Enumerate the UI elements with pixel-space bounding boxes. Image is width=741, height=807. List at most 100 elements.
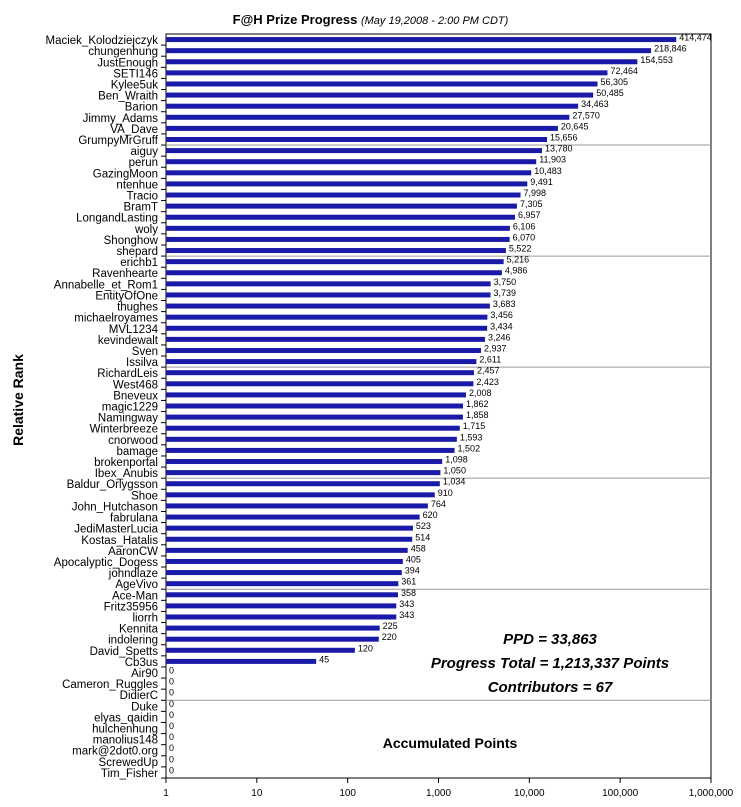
bar — [166, 614, 397, 620]
bar — [166, 303, 490, 309]
value-label: 0 — [169, 743, 174, 753]
category-label: MVL1234 — [109, 324, 159, 336]
category-label: Kennita — [119, 624, 159, 636]
bar — [166, 270, 502, 276]
contributors-stat: Contributors = 67 — [487, 679, 613, 696]
value-label: 50,485 — [596, 88, 624, 98]
category-label: Annabelle_et_Rom1 — [54, 279, 158, 291]
category-label: ntenhue — [116, 179, 158, 191]
bar — [166, 81, 598, 87]
value-label: 414,474 — [679, 33, 712, 43]
value-label: 3,434 — [490, 321, 513, 331]
value-label: 0 — [169, 710, 174, 720]
category-label: Ace-Man — [112, 590, 158, 602]
value-label: 343 — [399, 610, 414, 620]
bar — [166, 359, 477, 365]
value-label: 0 — [169, 721, 174, 731]
category-label: Ravenhearte — [92, 268, 158, 280]
bar — [166, 114, 570, 120]
bar — [166, 459, 443, 465]
bar — [166, 203, 517, 209]
bar — [166, 436, 457, 442]
value-label: 3,750 — [494, 277, 517, 287]
category-label: cnorwood — [108, 435, 158, 447]
category-label: Barion — [125, 102, 158, 114]
bar — [166, 347, 482, 353]
bar — [166, 392, 467, 398]
category-label: Namingway — [98, 413, 158, 425]
value-label: 45 — [319, 654, 329, 664]
category-label: JustEnough — [97, 57, 158, 69]
value-label: 394 — [405, 566, 420, 576]
bar — [166, 103, 579, 109]
category-label: magic1229 — [102, 402, 158, 414]
bar — [166, 292, 491, 298]
bar — [166, 92, 594, 98]
bar — [166, 125, 558, 131]
bar — [166, 570, 402, 576]
category-label: VA_Dave — [110, 124, 158, 136]
category-label: Maciek_Kolodziejczyk — [46, 35, 159, 47]
value-label: 0 — [169, 754, 174, 764]
bar — [166, 558, 403, 564]
value-label: 225 — [383, 621, 398, 631]
value-label: 3,739 — [494, 288, 517, 298]
value-label: 5,216 — [507, 255, 530, 265]
category-label: Issilva — [126, 357, 159, 369]
value-label: 6,106 — [513, 221, 536, 231]
value-label: 2,611 — [479, 355, 501, 365]
x-tick-label: 1,000 — [426, 788, 451, 799]
bar — [166, 336, 485, 342]
category-label: West468 — [113, 379, 158, 391]
chart-subtitle: (May 19,2008 - 2:00 PM CDT) — [360, 15, 509, 27]
x-tick-label: 10,000 — [514, 788, 545, 799]
value-label: 6,070 — [513, 232, 536, 242]
bar — [166, 481, 440, 487]
value-label: 10,483 — [534, 166, 562, 176]
bar — [166, 514, 420, 520]
value-label: 0 — [169, 765, 174, 775]
x-tick-label: 100,000 — [602, 788, 639, 799]
category-label: AgeVivo — [115, 579, 158, 591]
value-label: 5,522 — [509, 244, 532, 254]
value-label: 2,008 — [469, 388, 492, 398]
x-tick-label: 10 — [251, 788, 263, 799]
value-label: 0 — [169, 688, 174, 698]
bar — [166, 136, 548, 142]
bar — [166, 70, 608, 76]
ppd-stat: PPD = 33,863 — [503, 631, 597, 648]
category-label: Tracio — [126, 191, 158, 203]
bar — [166, 192, 521, 198]
progress-total-stat: Progress Total = 1,213,337 Points — [430, 655, 670, 672]
value-label: 218,846 — [654, 44, 687, 54]
value-label: 7,998 — [524, 188, 547, 198]
category-label: mark@2dot0.org — [72, 746, 158, 758]
value-label: 56,305 — [601, 77, 629, 87]
category-label: Baldur_Orlygsson — [67, 479, 158, 491]
category-label: SETI146 — [113, 68, 158, 80]
value-label: 120 — [358, 643, 373, 653]
category-label: Shoe — [131, 490, 158, 502]
value-label: 620 — [423, 510, 438, 520]
value-label: 458 — [411, 543, 426, 553]
value-label: 1,098 — [445, 455, 468, 465]
category-label: Cb3us — [125, 657, 158, 669]
value-label: 523 — [416, 521, 431, 531]
value-label: 764 — [431, 499, 446, 509]
bar — [166, 647, 355, 653]
category-label: LongandLasting — [76, 213, 158, 225]
category-label: aiguy — [131, 146, 159, 158]
category-label: perun — [129, 157, 158, 169]
bar — [166, 148, 542, 154]
value-label: 1,715 — [463, 421, 486, 431]
bar — [166, 447, 455, 453]
value-label: 154,553 — [640, 55, 673, 65]
category-label: hulchenhung — [92, 724, 158, 736]
value-label: 2,457 — [477, 366, 500, 376]
value-label: 220 — [382, 632, 397, 642]
category-label: EntityOfOne — [95, 290, 158, 302]
value-label: 1,593 — [460, 432, 483, 442]
category-label: Kylee5uk — [111, 79, 159, 91]
bar — [166, 525, 413, 531]
